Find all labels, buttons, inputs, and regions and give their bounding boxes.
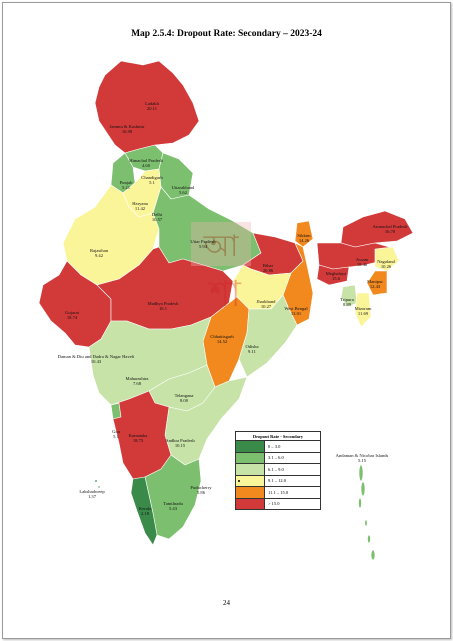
legend-label: 11.1 – 15.0 bbox=[268, 489, 289, 495]
svg-text:শা: শা bbox=[207, 274, 241, 315]
label-ladakh: Ladakh 20.11 bbox=[145, 101, 159, 111]
legend-label: > 15.0 bbox=[268, 501, 280, 507]
legend-label: 6.1 – 9.0 bbox=[268, 466, 284, 472]
label-odisha: Odisha 9.11 bbox=[245, 344, 259, 354]
label-goa: Goa 5.1 bbox=[112, 429, 120, 439]
label-west-bengal: West Bengal 13.01 bbox=[284, 306, 308, 316]
label-uttarakhand: Uttarakhand 5.62 bbox=[171, 185, 195, 195]
region-ladakh-jk bbox=[94, 60, 200, 154]
region-kerala bbox=[130, 476, 158, 546]
label-chandigarh: Chandigarh 5.1 bbox=[141, 175, 163, 185]
label-madhya-pradesh: Madhya Pradesh 16.1 bbox=[147, 301, 179, 311]
legend-swatch bbox=[236, 487, 265, 498]
legend-label: 0 – 3.0 bbox=[268, 443, 281, 449]
legend-swatch bbox=[236, 441, 265, 452]
label-jammu-kashmir: Jammu & Kashmir 16.98 bbox=[109, 124, 145, 134]
label-chhattisgarh: Chhattisgarh 14.52 bbox=[210, 334, 234, 344]
label-nagaland: Nagaland 10.26 bbox=[377, 259, 395, 269]
legend-swatch bbox=[236, 452, 265, 463]
label-mizoram: Mizoram 11.69 bbox=[354, 306, 372, 316]
label-jharkhand: Jharkhand 10.27 bbox=[256, 299, 276, 309]
legend-row: 11.1 – 15.0 bbox=[236, 487, 320, 499]
region-sikkim bbox=[294, 220, 314, 248]
label-lakshadweep: Lakshadweep 1.37 bbox=[79, 489, 105, 499]
label-puducherry: Puducherry 5.86 bbox=[190, 485, 212, 495]
label-manipur: Manipur 12.43 bbox=[367, 279, 383, 289]
region-tripura bbox=[340, 284, 358, 308]
legend-swatch bbox=[236, 475, 265, 486]
label-himachal: Himachal Pradesh 4.60 bbox=[129, 158, 163, 168]
legend-swatch bbox=[236, 464, 265, 475]
legend-label: 9.1 – 12.0 bbox=[268, 478, 286, 484]
region-nagaland bbox=[374, 246, 400, 272]
map-title: Map 2.5.4: Dropout Rate: Secondary – 202… bbox=[131, 29, 322, 39]
label-kerala: Kerala 2.18 bbox=[138, 506, 152, 516]
label-tamilnadu: Tamilnadu 5.43 bbox=[163, 501, 183, 511]
label-andhra-pradesh: Andhra Pradesh 10.15 bbox=[165, 438, 195, 448]
label-delhi: Delhi 10.57 bbox=[151, 212, 163, 222]
legend-swatch bbox=[236, 498, 265, 509]
india-choropleth-map bbox=[38, 60, 414, 561]
label-telangana: Telangana 8.00 bbox=[174, 393, 194, 403]
legend-row: 6.1 – 9.0 bbox=[236, 464, 320, 476]
page-number: 24 bbox=[223, 599, 230, 607]
region-andaman-nicobar bbox=[358, 464, 376, 561]
region-lakshadweep bbox=[94, 479, 98, 483]
label-gujarat: Gujarat 18.74 bbox=[65, 310, 79, 320]
region-meghalaya bbox=[316, 264, 350, 286]
region-manipur bbox=[366, 270, 388, 296]
label-haryana: Haryana 11.42 bbox=[132, 201, 148, 211]
label-karnataka: Karnataka 18.73 bbox=[128, 433, 148, 443]
svg-text:আ: আ bbox=[203, 229, 240, 264]
label-andaman-nicobar: Andaman & Nicobar Islands 5.15 bbox=[335, 453, 389, 463]
map-legend: Dropout Rate - Secondary 0 – 3.0 3.1 – 6… bbox=[235, 431, 321, 510]
label-assam: Assam 18.46 bbox=[355, 257, 369, 267]
legend-label: 3.1 – 6.0 bbox=[268, 455, 284, 461]
region-mizoram bbox=[354, 292, 372, 328]
label-meghalaya: Meghalaya 15.6 bbox=[325, 271, 347, 281]
label-maharashtra: Maharashtra 7.68 bbox=[125, 376, 149, 386]
legend-row: 9.1 – 12.0 bbox=[236, 475, 320, 487]
label-daman-diu-dnh: Daman & Diu and Dadra & Nagar Haveli 10.4… bbox=[57, 354, 135, 364]
label-punjab: Punjab 5.21 bbox=[119, 180, 133, 190]
label-sikkim: Sikkim 14.26 bbox=[297, 233, 311, 243]
region-maharashtra bbox=[88, 316, 212, 406]
legend-row: 0 – 3.0 bbox=[236, 441, 320, 453]
label-arunachal: Arunachal Pradesh 16.78 bbox=[372, 224, 408, 234]
watermark-logo: আ শা bbox=[191, 222, 251, 315]
legend-row: 3.1 – 6.0 bbox=[236, 452, 320, 464]
legend-title: Dropout Rate - Secondary bbox=[236, 432, 320, 441]
label-bihar: Bihar 20.86 bbox=[262, 263, 274, 273]
region-odisha bbox=[238, 294, 298, 378]
legend-dot-icon bbox=[238, 479, 240, 482]
label-uttar-pradesh: Uttar Pradesh 5.94 bbox=[190, 239, 216, 249]
legend-row: > 15.0 bbox=[236, 498, 320, 509]
label-tripura: Tripura 8.89 bbox=[340, 297, 354, 307]
label-rajasthan: Rajasthan 9.42 bbox=[89, 248, 109, 258]
